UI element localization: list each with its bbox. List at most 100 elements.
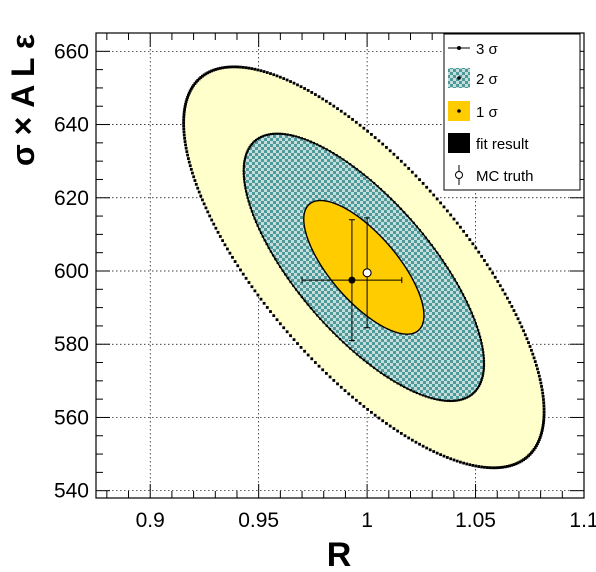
- contour-2sigma-dot: [259, 135, 263, 139]
- contour-3sigma-dot: [403, 434, 407, 438]
- contour-2sigma-dot: [373, 182, 376, 185]
- contour-2sigma-dot: [245, 193, 248, 196]
- contour-2sigma-dot: [244, 155, 247, 158]
- contour-3sigma-dot: [351, 118, 354, 121]
- x-tick-label: 1.05: [455, 509, 496, 532]
- contour-2sigma-dot: [465, 396, 468, 399]
- contour-2sigma-dot: [482, 351, 485, 354]
- contour-2sigma-dot: [441, 259, 444, 262]
- contour-2sigma-dot: [438, 398, 442, 402]
- contour-3sigma-dot: [518, 460, 522, 464]
- contour-3sigma-dot: [366, 408, 370, 411]
- contour-3sigma-dot: [275, 74, 279, 78]
- contour-2sigma-dot: [472, 392, 475, 395]
- contour-3sigma-dot: [233, 260, 237, 263]
- contour-2sigma-dot: [261, 135, 264, 138]
- legend-fit-result-label: fit result: [476, 136, 529, 153]
- contour-3sigma-dot: [516, 317, 520, 321]
- contour-2sigma-dot: [267, 133, 270, 136]
- contour-3sigma-dot: [508, 464, 512, 468]
- contour-3sigma-dot: [528, 345, 532, 348]
- contour-2sigma-dot: [359, 170, 362, 173]
- contour-2sigma-dot: [412, 221, 415, 225]
- contour-2sigma-dot: [389, 197, 393, 200]
- contour-2sigma-dot: [469, 308, 472, 311]
- contour-2sigma-dot: [315, 314, 319, 317]
- contour-2sigma-dot: [249, 144, 252, 147]
- contour-3sigma-dot: [508, 300, 512, 304]
- legend-1sigma-label: 1 σ: [476, 104, 499, 121]
- contour-3sigma-dot: [477, 465, 481, 468]
- fit-result-marker: [348, 276, 356, 284]
- contour-3sigma-dot: [537, 371, 540, 374]
- contour-3sigma-dot: [269, 310, 272, 313]
- contour-3sigma-dot: [459, 460, 462, 464]
- contour-3sigma-dot: [194, 80, 198, 84]
- contour-3sigma-dot: [196, 78, 200, 82]
- contour-3sigma-dot: [206, 71, 210, 75]
- contour-3sigma-dot: [184, 146, 188, 150]
- contour-2sigma-dot: [243, 181, 246, 184]
- contour-3sigma-dot: [187, 160, 191, 164]
- contour-3sigma-dot: [455, 459, 459, 463]
- contour-3sigma-dot: [439, 201, 442, 205]
- contour-3sigma-dot: [336, 107, 339, 111]
- contour-2sigma-dot: [256, 224, 259, 227]
- contour-3sigma-dot: [530, 451, 533, 455]
- contour-2sigma-dot: [271, 132, 275, 135]
- contour-2sigma-dot: [297, 292, 300, 295]
- contour-2sigma-dot: [279, 265, 282, 268]
- contour-3sigma-dot: [241, 65, 245, 69]
- contour-3sigma-dot: [403, 163, 407, 167]
- contour-2sigma-dot: [244, 190, 248, 193]
- contour-2sigma-dot: [294, 135, 298, 138]
- contour-3sigma-dot: [541, 424, 545, 427]
- contour-2sigma-dot: [297, 136, 300, 139]
- contour-3sigma-dot: [197, 190, 201, 194]
- contour-2sigma-dot: [244, 153, 248, 156]
- contour-3sigma-dot: [449, 213, 453, 217]
- contour-3sigma-dot: [392, 427, 396, 430]
- contour-2sigma-dot: [451, 399, 454, 403]
- contour-2sigma-dot: [482, 357, 485, 360]
- contour-2sigma-dot: [459, 289, 463, 292]
- contour-3sigma-dot: [347, 115, 351, 119]
- contour-3sigma-dot: [518, 321, 522, 325]
- contour-2sigma-dot: [335, 334, 338, 337]
- contour-2sigma-dot: [369, 179, 372, 182]
- contour-3sigma-dot: [538, 436, 542, 439]
- contour-2sigma-dot: [250, 210, 253, 213]
- contour-3sigma-dot: [514, 462, 518, 466]
- contour-2sigma-dot: [355, 353, 359, 356]
- contour-3sigma-dot: [212, 222, 216, 226]
- contour-3sigma-dot: [214, 226, 218, 230]
- contour-3sigma-dot: [347, 392, 351, 396]
- contour-2sigma-dot: [376, 369, 379, 372]
- contour-2sigma-dot: [396, 382, 399, 385]
- contour-3sigma-dot: [425, 185, 429, 189]
- legend-entry-fit-result: fit result: [448, 133, 529, 153]
- contour-3sigma-dot: [542, 407, 546, 411]
- contour-3sigma-dot: [531, 449, 535, 453]
- contour-3sigma-dot: [223, 66, 227, 69]
- contour-3sigma-dot: [425, 446, 429, 450]
- contour-3sigma-dot: [471, 464, 475, 467]
- contour-2sigma-dot: [243, 157, 247, 160]
- contour-3sigma-dot: [471, 242, 475, 246]
- contour-3sigma-dot: [182, 115, 186, 119]
- contour-2sigma-dot: [319, 317, 322, 320]
- contour-3sigma-dot: [542, 421, 545, 425]
- contour-2sigma-dot: [322, 146, 325, 149]
- contour-2sigma-dot: [250, 142, 253, 146]
- contour-3sigma-dot: [182, 133, 186, 137]
- contour-3sigma-dot: [296, 83, 299, 87]
- contour-2sigma-dot: [243, 162, 246, 165]
- contour-3sigma-dot: [418, 178, 421, 182]
- contour-3sigma-dot: [435, 197, 439, 201]
- contour-3sigma-dot: [520, 459, 524, 463]
- contour-2sigma-dot: [249, 206, 252, 209]
- legend-entry-2sigma: 2 σ: [448, 68, 499, 88]
- contour-3sigma-dot: [188, 164, 192, 168]
- contour-3sigma-dot: [218, 66, 222, 70]
- contour-2sigma-dot: [473, 390, 476, 394]
